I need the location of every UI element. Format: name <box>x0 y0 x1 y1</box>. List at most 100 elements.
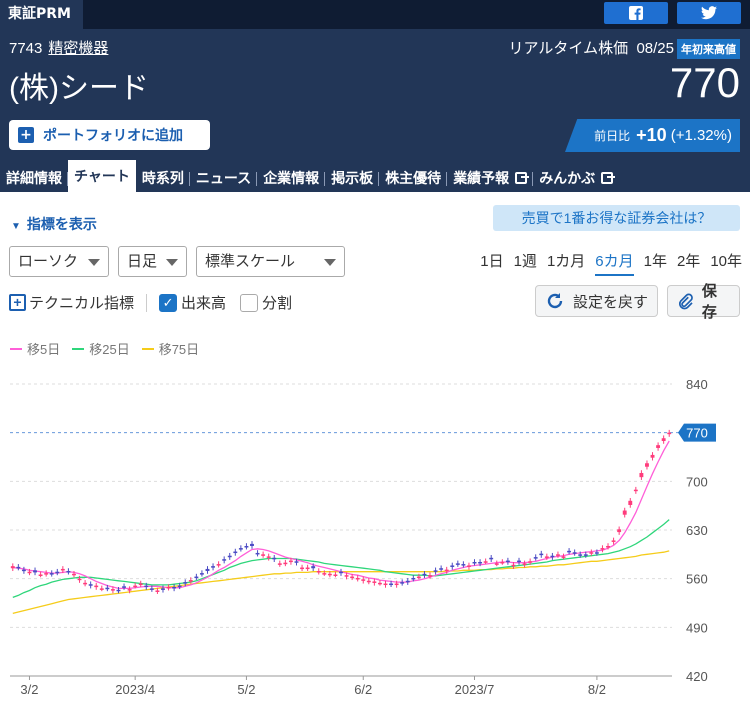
candle <box>77 578 82 581</box>
y-tick-label: 420 <box>686 669 708 684</box>
caret-down-icon <box>166 259 178 266</box>
twitter-share-button[interactable] <box>677 2 741 24</box>
facebook-icon <box>629 6 643 20</box>
candle <box>667 432 672 435</box>
tab-forecast[interactable]: 業績予報 <box>447 164 534 192</box>
period-6m[interactable]: 6カ月 <box>595 250 634 276</box>
tab-benefits[interactable]: 株主優待 <box>379 164 448 192</box>
legend-swatch <box>10 347 22 350</box>
candle <box>489 557 494 560</box>
candle <box>172 587 177 589</box>
candle <box>355 577 360 580</box>
legend-swatch <box>72 347 85 350</box>
candle <box>389 583 394 586</box>
candle <box>439 568 444 570</box>
candle <box>255 552 260 555</box>
candle <box>494 563 499 565</box>
reset-settings-label: 設定を戻す <box>573 293 649 311</box>
candle <box>149 588 154 590</box>
technical-indicators-link[interactable]: テクニカル指標 <box>29 295 135 312</box>
candle <box>327 573 332 576</box>
candle <box>122 586 126 588</box>
period-1w[interactable]: 1週 <box>513 253 537 270</box>
chart-type-select[interactable]: ローソク <box>9 246 109 277</box>
tab-minkabu-label: みんかぶ <box>539 170 596 186</box>
y-tick-label: 630 <box>686 523 708 538</box>
period-1y[interactable]: 1年 <box>643 253 667 270</box>
candle <box>227 555 232 558</box>
tab-news[interactable]: ニュース <box>190 164 258 192</box>
candle <box>222 559 227 561</box>
split-checkbox[interactable] <box>240 293 259 312</box>
scale-select[interactable]: 標準スケール <box>196 246 345 277</box>
candle <box>567 550 572 553</box>
candle <box>639 472 644 478</box>
candle <box>138 583 143 586</box>
moving-average-ma25 <box>12 519 670 599</box>
candle <box>211 566 215 568</box>
reset-settings-button[interactable]: 設定を戻す <box>535 285 658 317</box>
save-label: 保存 <box>701 283 717 321</box>
candle <box>49 573 54 575</box>
candle <box>244 545 249 548</box>
caret-down-icon <box>324 259 336 266</box>
candle <box>611 540 616 542</box>
tab-history[interactable]: 時系列 <box>136 164 190 192</box>
legend-ma25-label: 移25日 <box>89 342 130 357</box>
triangle-down-icon: ▼ <box>11 221 21 232</box>
interval-select[interactable]: 日足 <box>118 246 187 277</box>
candle <box>622 510 627 515</box>
ytd-high-badge: 年初来高値 <box>677 39 740 59</box>
add-portfolio-button[interactable]: + ポートフォリオに追加 <box>9 120 210 150</box>
show-indicators-toggle[interactable]: ▼ 指標を表示 <box>11 214 97 234</box>
candle <box>27 571 32 574</box>
candle <box>411 577 416 580</box>
x-tick-label: 2023/7 <box>455 682 495 697</box>
candle <box>333 574 338 576</box>
realtime-info: リアルタイム株価 08/25 <box>509 37 674 58</box>
scale-value: 標準スケール <box>205 253 296 270</box>
candle <box>433 570 438 572</box>
tab-details[interactable]: 詳細情報 <box>0 164 68 192</box>
stock-code: 7743 <box>9 40 43 57</box>
candle <box>450 565 455 567</box>
current-price: 770 <box>669 59 740 106</box>
x-tick-label: 2023/4 <box>115 682 155 697</box>
period-10y[interactable]: 10年 <box>710 253 742 270</box>
candle <box>467 565 471 567</box>
candle <box>44 573 49 575</box>
period-1d[interactable]: 1日 <box>480 253 504 270</box>
tab-company[interactable]: 企業情報 <box>257 164 326 192</box>
candle <box>600 548 605 550</box>
price-change-box: 前日比 +10 (+1.32%) <box>565 119 740 152</box>
candle <box>550 555 555 558</box>
industry-link[interactable]: 精密機器 <box>48 40 109 57</box>
tab-chart[interactable]: チャート <box>68 160 136 192</box>
candle <box>656 445 661 448</box>
add-technical-icon[interactable]: + <box>9 294 26 311</box>
candle <box>578 554 583 556</box>
period-1m[interactable]: 1カ月 <box>546 253 586 270</box>
candle <box>472 561 477 564</box>
candle <box>155 590 160 592</box>
period-2y[interactable]: 2年 <box>676 253 701 270</box>
realtime-label: リアルタイム株価 <box>508 40 629 57</box>
candle <box>645 463 649 467</box>
broker-promo-link[interactable]: 売買で1番お得な証券会社は？ <box>493 205 740 231</box>
tab-board[interactable]: 掲示板 <box>325 164 380 192</box>
candle <box>572 552 577 554</box>
split-label: 分割 <box>262 295 293 312</box>
candle <box>528 561 533 563</box>
save-button[interactable]: 保存 <box>667 283 740 321</box>
candle <box>110 589 115 591</box>
candle <box>266 556 271 558</box>
facebook-share-button[interactable] <box>604 2 668 24</box>
tab-minkabu[interactable]: みんかぶ <box>533 164 619 192</box>
price-chart[interactable]: 840 770 700 630 560 490 420 3/2 2023/4 5/2 6/2 2023… <box>0 372 750 706</box>
change-percent: (+1.32%) <box>670 127 732 144</box>
candle <box>238 548 243 550</box>
interval-value: 日足 <box>127 253 158 270</box>
volume-checkbox[interactable]: ✓ <box>159 293 178 312</box>
candle <box>283 562 288 565</box>
candle <box>533 557 538 559</box>
